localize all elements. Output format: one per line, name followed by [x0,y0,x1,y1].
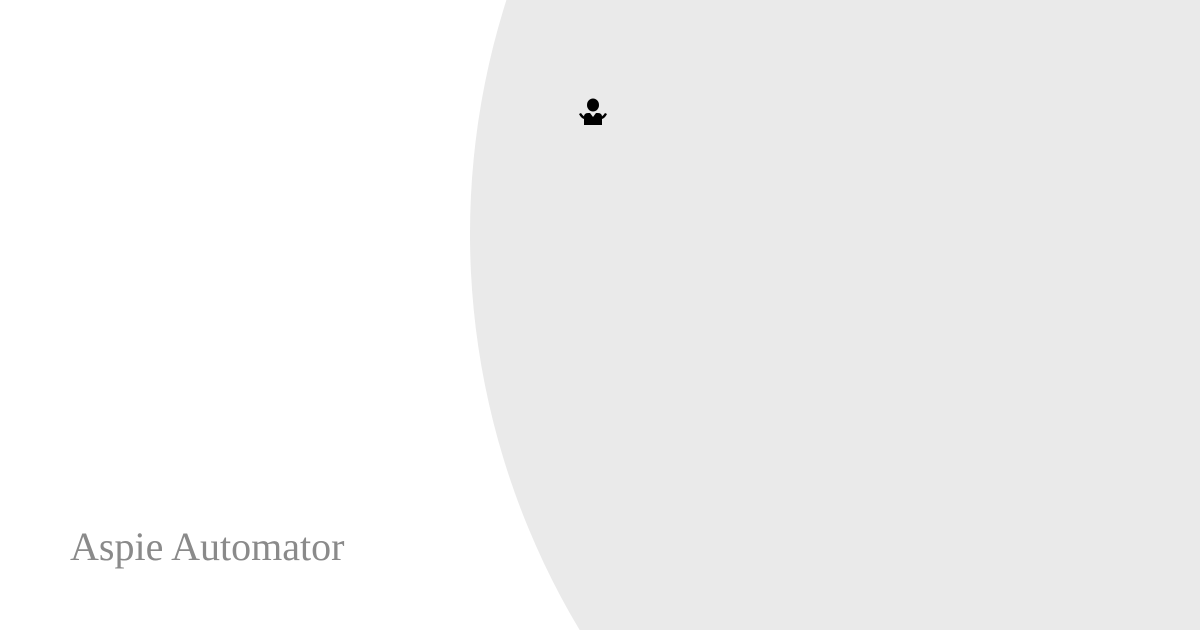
background-circle [470,0,1200,630]
site-title: Aspie Automator [70,524,345,569]
person-shrug-icon [579,98,607,125]
